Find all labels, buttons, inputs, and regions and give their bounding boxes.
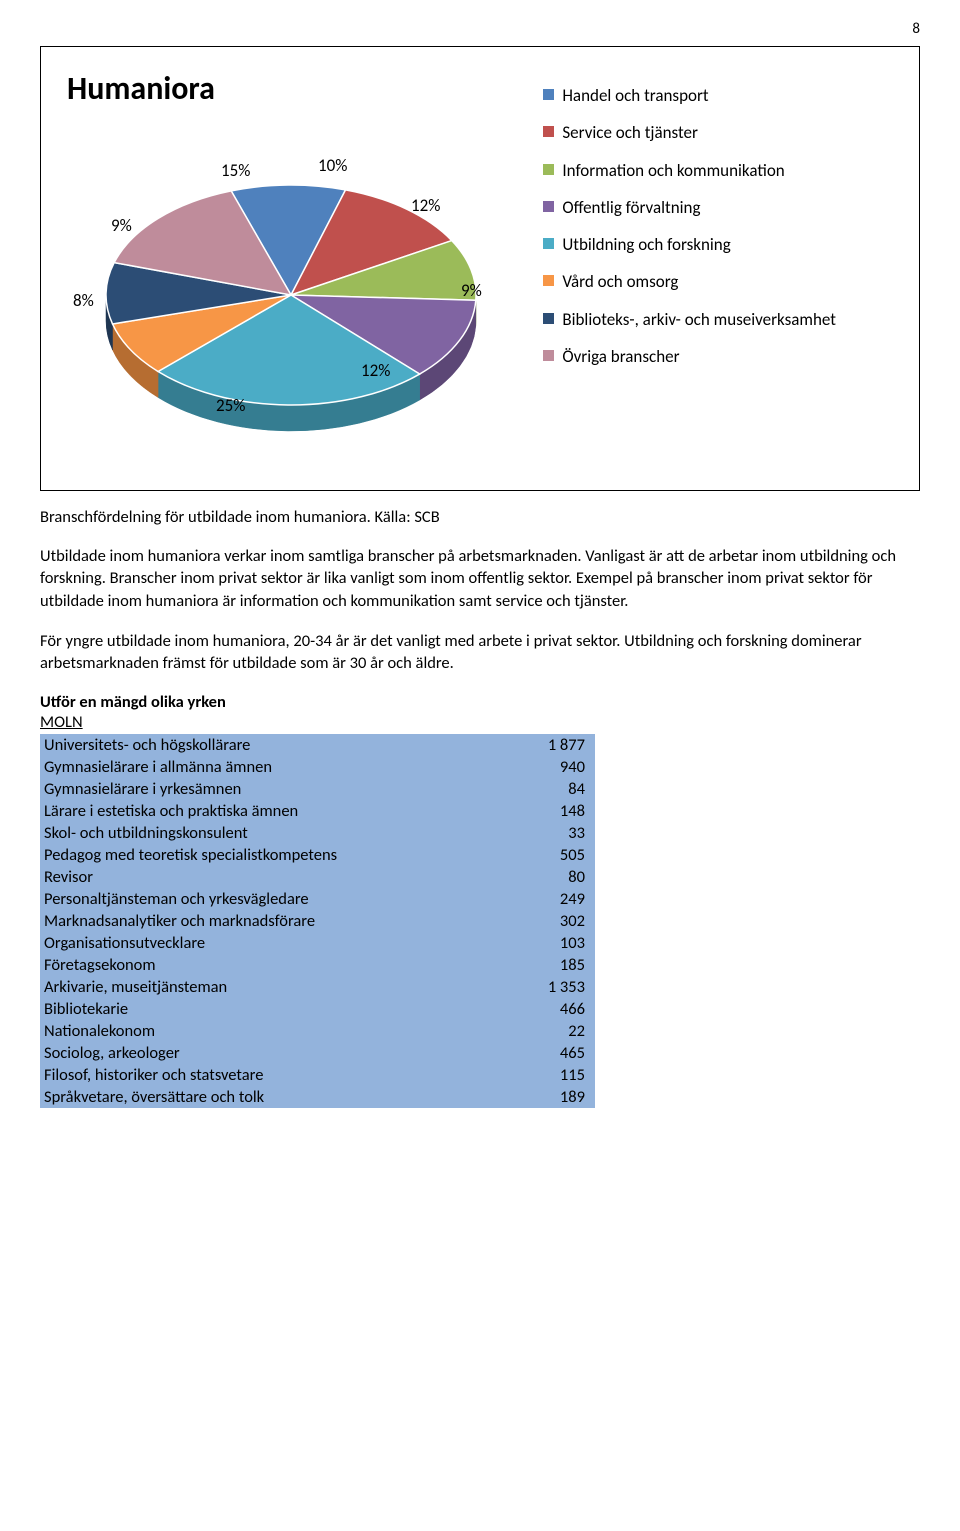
table-cell-label: Gymnasielärare i allmänna ämnen (40, 756, 515, 778)
page-number: 8 (40, 20, 920, 38)
pie-chart: 10% 12% 9% 12% 25% 8% 9% 15% (61, 120, 521, 460)
occupation-table: Universitets- och högskollärare1 877Gymn… (40, 734, 595, 1108)
table-row: Skol- och utbildningskonsulent33 (40, 822, 595, 844)
table-row: Revisor80 (40, 866, 595, 888)
table-cell-value: 249 (515, 888, 595, 910)
chart-title: Humaniora (67, 69, 523, 108)
table-row: Filosof, historiker och statsvetare115 (40, 1064, 595, 1086)
paragraph-1: Utbildade inom humaniora verkar inom sam… (40, 545, 920, 612)
table-cell-value: 302 (515, 910, 595, 932)
table-row: Lärare i estetiska och praktiska ämnen14… (40, 800, 595, 822)
legend-swatch (543, 350, 554, 361)
legend-swatch (543, 313, 554, 324)
pie-slice-label: 9% (111, 215, 132, 236)
legend-item: Service och tjänster (543, 122, 899, 143)
table-cell-label: Revisor (40, 866, 515, 888)
legend-swatch (543, 275, 554, 286)
table-cell-value: 148 (515, 800, 595, 822)
pie-slice-label: 8% (73, 290, 94, 311)
table-row: Personaltjänsteman och yrkesvägledare249 (40, 888, 595, 910)
table-cell-value: 33 (515, 822, 595, 844)
table-heading-bold: Utför en mängd olika yrken (40, 692, 920, 712)
chart-left-panel: Humaniora 10% 12% 9% 12% 25% 8% 9% 15% (61, 63, 523, 460)
table-cell-value: 103 (515, 932, 595, 954)
table-cell-label: Universitets- och högskollärare (40, 734, 515, 756)
legend-text: Övriga branscher (562, 346, 679, 367)
table-cell-label: Gymnasielärare i yrkesämnen (40, 778, 515, 800)
legend-item: Information och kommunikation (543, 160, 899, 181)
table-cell-label: Sociolog, arkeologer (40, 1042, 515, 1064)
chart-caption: Branschfördelning för utbildade inom hum… (40, 507, 920, 527)
table-cell-value: 940 (515, 756, 595, 778)
table-cell-label: Filosof, historiker och statsvetare (40, 1064, 515, 1086)
table-cell-value: 84 (515, 778, 595, 800)
pie-slice-label: 10% (318, 155, 347, 176)
legend-swatch (543, 126, 554, 137)
table-cell-label: Marknadsanalytiker och marknadsförare (40, 910, 515, 932)
legend-text: Handel och transport (562, 85, 708, 106)
table-cell-label: Företagsekonom (40, 954, 515, 976)
legend-text: Vård och omsorg (562, 271, 678, 292)
chart-container: Humaniora 10% 12% 9% 12% 25% 8% 9% 15% Handel o… (40, 46, 920, 491)
table-cell-label: Lärare i estetiska och praktiska ämnen (40, 800, 515, 822)
table-row: Marknadsanalytiker och marknadsförare302 (40, 910, 595, 932)
table-cell-value: 1 353 (515, 976, 595, 998)
legend-text: Service och tjänster (562, 122, 698, 143)
legend-item: Vård och omsorg (543, 271, 899, 292)
table-cell-label: Arkivarie, museitjänsteman (40, 976, 515, 998)
table-cell-value: 189 (515, 1086, 595, 1108)
pie-slice-label: 12% (411, 195, 440, 216)
table-cell-value: 22 (515, 1020, 595, 1042)
table-cell-label: Personaltjänsteman och yrkesvägledare (40, 888, 515, 910)
legend-swatch (543, 238, 554, 249)
table-cell-value: 466 (515, 998, 595, 1020)
table-row: Nationalekonom22 (40, 1020, 595, 1042)
legend-text: Biblioteks-, arkiv- och museiverksamhet (562, 309, 836, 330)
table-row: Organisationsutvecklare103 (40, 932, 595, 954)
table-cell-label: Skol- och utbildningskonsulent (40, 822, 515, 844)
legend-item: Övriga branscher (543, 346, 899, 367)
table-row: Universitets- och högskollärare1 877 (40, 734, 595, 756)
pie-slice-label: 15% (221, 160, 250, 181)
pie-slice-label: 9% (461, 280, 482, 301)
legend-item: Handel och transport (543, 85, 899, 106)
legend-text: Information och kommunikation (562, 160, 784, 181)
legend-swatch (543, 201, 554, 212)
table-row: Bibliotekarie466 (40, 998, 595, 1020)
chart-legend: Handel och transport Service och tjänster… (543, 63, 899, 460)
table-cell-label: Bibliotekarie (40, 998, 515, 1020)
table-cell-label: Pedagog med teoretisk specialistkompeten… (40, 844, 515, 866)
paragraph-2: För yngre utbildade inom humaniora, 20-3… (40, 630, 920, 675)
table-row: Gymnasielärare i allmänna ämnen940 (40, 756, 595, 778)
table-cell-value: 80 (515, 866, 595, 888)
legend-item: Utbildning och forskning (543, 234, 899, 255)
table-cell-value: 185 (515, 954, 595, 976)
legend-swatch (543, 164, 554, 175)
legend-item: Biblioteks-, arkiv- och museiverksamhet (543, 309, 899, 330)
legend-text: Offentlig förvaltning (562, 197, 700, 218)
table-cell-value: 115 (515, 1064, 595, 1086)
table-row: Arkivarie, museitjänsteman1 353 (40, 976, 595, 998)
table-cell-value: 465 (515, 1042, 595, 1064)
table-row: Språkvetare, översättare och tolk189 (40, 1086, 595, 1108)
table-cell-label: Nationalekonom (40, 1020, 515, 1042)
pie-svg (61, 120, 521, 460)
table-cell-value: 505 (515, 844, 595, 866)
pie-slice-label: 25% (216, 395, 245, 416)
table-row: Företagsekonom185 (40, 954, 595, 976)
table-heading: MOLN (40, 712, 920, 732)
legend-swatch (543, 89, 554, 100)
table-row: Sociolog, arkeologer465 (40, 1042, 595, 1064)
table-cell-value: 1 877 (515, 734, 595, 756)
legend-text: Utbildning och forskning (562, 234, 730, 255)
table-cell-label: Språkvetare, översättare och tolk (40, 1086, 515, 1108)
table-cell-label: Organisationsutvecklare (40, 932, 515, 954)
pie-slice-label: 12% (361, 360, 390, 381)
legend-item: Offentlig förvaltning (543, 197, 899, 218)
table-row: Gymnasielärare i yrkesämnen84 (40, 778, 595, 800)
table-row: Pedagog med teoretisk specialistkompeten… (40, 844, 595, 866)
